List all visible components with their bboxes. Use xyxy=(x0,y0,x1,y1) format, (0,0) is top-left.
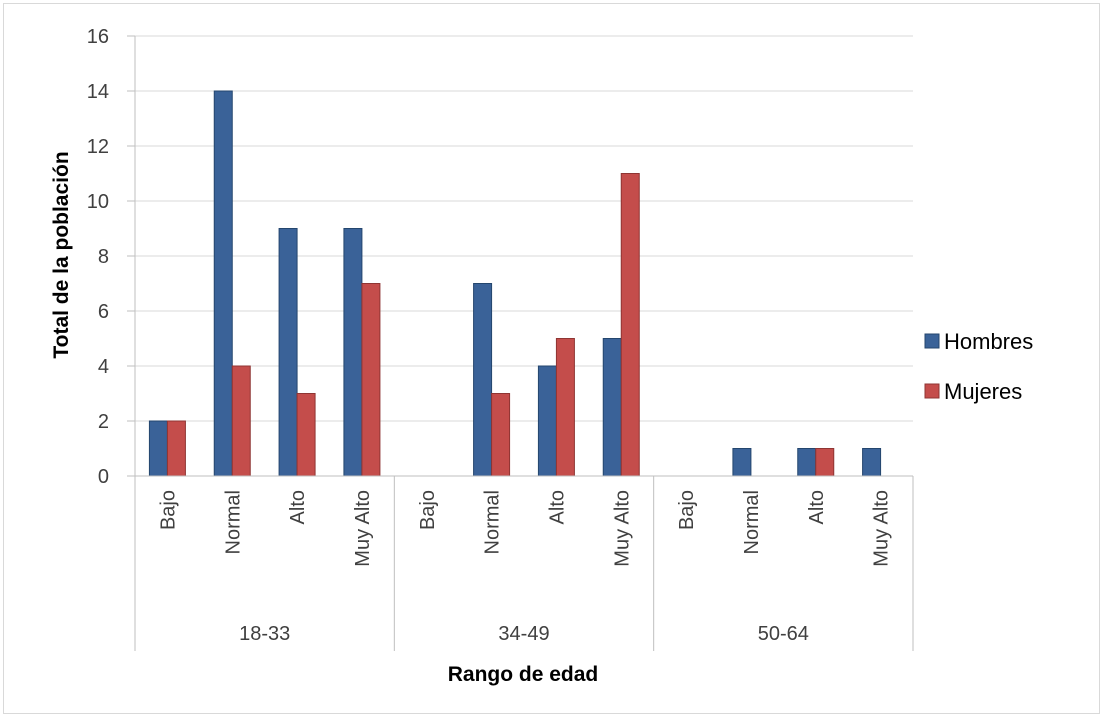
x-category-label: Bajo xyxy=(676,490,698,530)
y-axis-title: Total de la población xyxy=(50,151,73,358)
x-category-label: Muy Alto xyxy=(871,490,893,567)
y-tick-label: 12 xyxy=(87,136,109,158)
bar-hombres xyxy=(732,448,752,477)
x-category-label: Bajo xyxy=(157,490,179,530)
bar-hombres xyxy=(148,420,168,477)
x-axis-title: Rango de edad xyxy=(448,663,599,686)
bar-hombres xyxy=(473,283,493,477)
y-tick-label: 0 xyxy=(98,466,109,488)
x-category-label: Alto xyxy=(287,490,309,524)
x-category-label: Normal xyxy=(741,490,763,554)
bar-mujeres xyxy=(166,420,186,477)
bar-hombres xyxy=(343,228,363,477)
chart-frame xyxy=(3,3,1100,714)
x-category-label: Muy Alto xyxy=(352,490,374,567)
x-group-label: 50-64 xyxy=(758,623,809,645)
bars xyxy=(148,90,882,477)
legend-label-hombres: Hombres xyxy=(944,329,1033,354)
x-category-label: Muy Alto xyxy=(611,490,633,567)
bar-hombres xyxy=(213,90,233,477)
x-group-labels: 18-33 34-49 50-64 xyxy=(134,476,914,651)
y-tick-label: 4 xyxy=(98,356,109,378)
bar-hombres xyxy=(537,365,557,477)
y-tick-label: 8 xyxy=(98,246,109,268)
x-category-label: Alto xyxy=(546,490,568,524)
bar-mujeres xyxy=(231,365,251,477)
y-tick-label: 6 xyxy=(98,301,109,323)
x-category-label: Normal xyxy=(482,490,504,554)
bar-mujeres xyxy=(815,448,835,477)
legend-label-mujeres: Mujeres xyxy=(944,379,1022,404)
x-group-label: 18-33 xyxy=(239,623,290,645)
bar-hombres xyxy=(602,338,622,477)
y-tick-label: 2 xyxy=(98,411,109,433)
bar-mujeres xyxy=(555,338,575,477)
legend: Hombres Mujeres xyxy=(924,329,1033,404)
x-group-label: 34-49 xyxy=(498,623,549,645)
bar-hombres xyxy=(862,448,882,477)
gridlines xyxy=(135,35,913,422)
legend-swatch-hombres xyxy=(924,333,940,349)
bar-mujeres xyxy=(361,283,381,477)
y-tick-label: 14 xyxy=(87,81,109,103)
x-category-labels: Bajo Normal Alto Muy Alto Bajo Normal Alto Muy … xyxy=(157,490,892,567)
bar-hombres xyxy=(278,228,298,477)
axes xyxy=(127,35,913,477)
x-category-label: Bajo xyxy=(417,490,439,530)
y-tick-label: 16 xyxy=(87,26,109,48)
y-tick-labels: 0 2 4 6 8 10 12 14 16 xyxy=(87,26,109,488)
y-tick-label: 10 xyxy=(87,191,109,213)
bar-mujeres xyxy=(620,173,640,477)
bar-hombres xyxy=(797,448,817,477)
x-category-label: Normal xyxy=(222,490,244,554)
x-category-label: Alto xyxy=(806,490,828,524)
legend-swatch-mujeres xyxy=(924,383,940,399)
bar-mujeres xyxy=(296,393,316,477)
bar-mujeres xyxy=(491,393,511,477)
